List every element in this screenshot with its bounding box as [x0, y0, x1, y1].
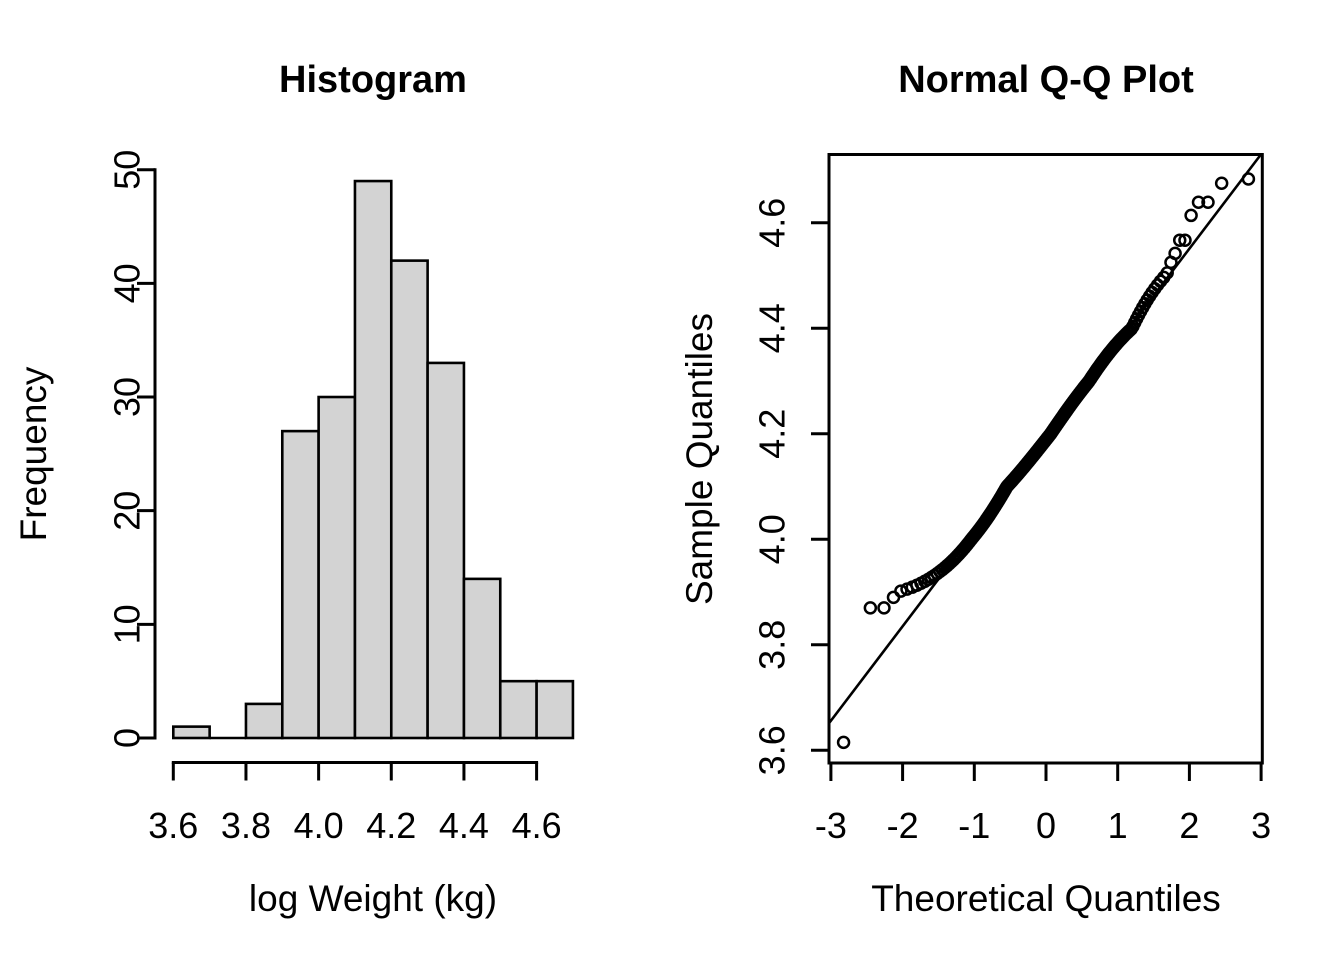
svg-text:2: 2: [1179, 805, 1199, 846]
svg-text:4.2: 4.2: [752, 409, 793, 459]
histogram-bar: [317, 395, 357, 740]
histogram-x-axis-label: log Weight (kg): [249, 878, 497, 919]
svg-text:4.2: 4.2: [366, 805, 416, 846]
svg-text:40: 40: [107, 263, 148, 303]
svg-text:0: 0: [107, 728, 148, 748]
qq-title: Normal Q-Q Plot: [898, 59, 1194, 101]
qq-point: [894, 584, 908, 598]
histogram-bar: [280, 429, 320, 740]
qq-x-axis: -3 -2 -1 0 1 2 3: [815, 763, 1271, 846]
qq-y-axis: 3.6 3.8 4.0 4.2 4.4 4.6: [752, 198, 829, 775]
histogram-bar: [426, 361, 466, 740]
histogram-bar: [172, 725, 211, 740]
qq-point: [836, 735, 851, 750]
histogram-bar: [498, 679, 538, 740]
histogram-bar: [244, 702, 284, 740]
histogram-panel: Histogram log Weight (kg) Frequency 3.6 3…: [13, 59, 575, 919]
histogram-bar: [535, 679, 575, 740]
svg-text:4.6: 4.6: [752, 198, 793, 248]
svg-text:3: 3: [1251, 805, 1271, 846]
qq-point: [1168, 246, 1182, 261]
svg-text:4.4: 4.4: [752, 303, 793, 353]
svg-text:3.6: 3.6: [752, 725, 793, 775]
qq-point: [1214, 176, 1229, 190]
qq-point: [1201, 195, 1215, 209]
histogram-y-axis: 0 10 20 30 40 50: [107, 150, 157, 748]
svg-text:-1: -1: [958, 805, 990, 846]
histogram-x-axis: 3.6 3.8 4.0 4.2 4.4 4.6: [148, 761, 562, 846]
svg-text:4.0: 4.0: [752, 514, 793, 564]
histogram-bar: [353, 179, 393, 740]
svg-text:3.8: 3.8: [221, 805, 271, 846]
svg-text:30: 30: [107, 377, 148, 417]
svg-text:20: 20: [107, 491, 148, 531]
qq-point: [863, 601, 878, 615]
qq-scatter-points: [836, 172, 1256, 750]
histogram-y-axis-label: Frequency: [13, 366, 54, 541]
svg-text:4.4: 4.4: [439, 805, 489, 846]
qq-point: [1191, 195, 1206, 209]
svg-text:3.8: 3.8: [752, 620, 793, 670]
qq-point: [1184, 208, 1198, 223]
qq-y-axis-label: Sample Quantiles: [679, 313, 720, 605]
svg-text:-3: -3: [815, 805, 847, 846]
qq-point: [1172, 233, 1187, 247]
svg-text:-2: -2: [887, 805, 919, 846]
svg-text:4.6: 4.6: [512, 805, 562, 846]
histogram-title: Histogram: [279, 59, 467, 101]
svg-text:0: 0: [1036, 805, 1056, 846]
qq-point: [1241, 172, 1256, 186]
qq-point: [877, 601, 891, 615]
qq-panel: Normal Q-Q Plot Theoretical Quantiles Sa…: [679, 59, 1271, 919]
qq-plot-box: [827, 153, 1264, 765]
svg-text:3.6: 3.6: [148, 805, 198, 846]
svg-text:1: 1: [1108, 805, 1128, 846]
svg-text:10: 10: [107, 604, 148, 644]
histogram-bars: [172, 179, 575, 740]
svg-text:4.0: 4.0: [294, 805, 344, 846]
svg-text:50: 50: [107, 150, 148, 190]
qq-x-axis-label: Theoretical Quantiles: [871, 878, 1221, 919]
qq-point: [1178, 233, 1192, 247]
histogram-bar: [389, 259, 429, 740]
histogram-bar: [462, 577, 502, 740]
